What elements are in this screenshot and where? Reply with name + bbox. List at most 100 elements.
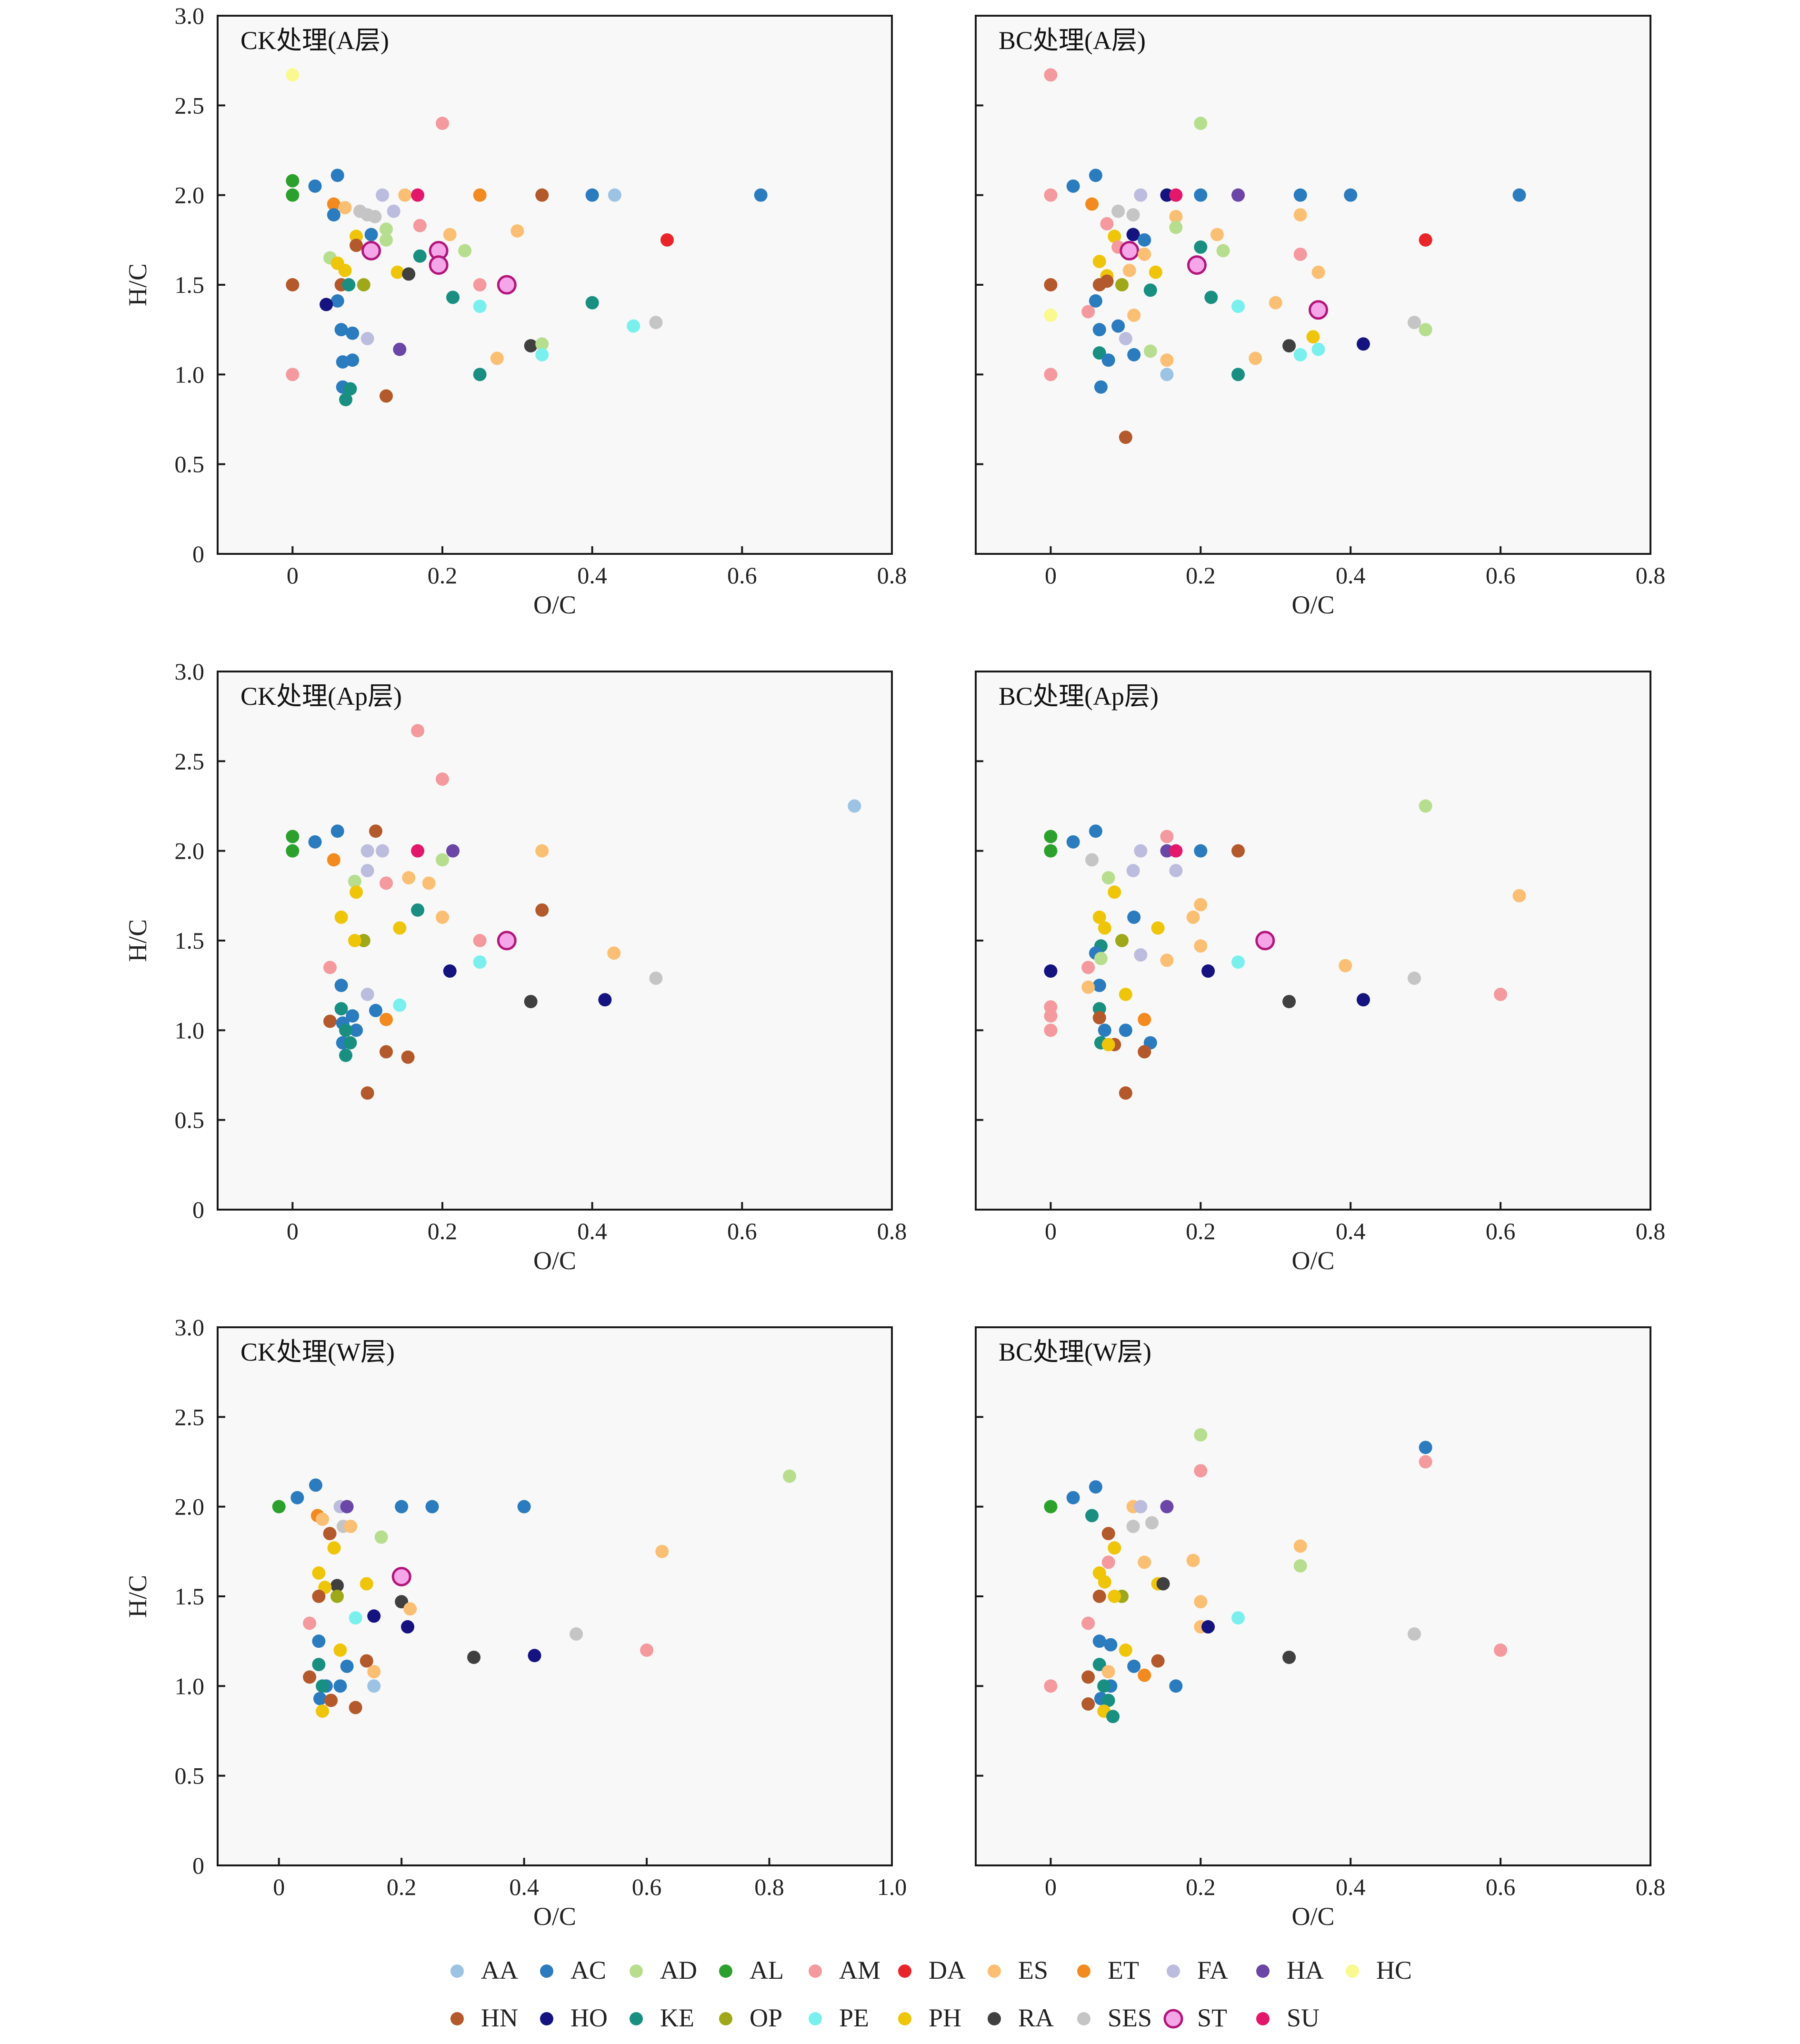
data-point-ac: [395, 1500, 409, 1513]
data-point-es: [1138, 247, 1151, 261]
data-point-ac: [1089, 169, 1102, 182]
x-tick-label: 0: [1045, 1874, 1057, 1900]
legend-marker-ho: [540, 2012, 553, 2025]
data-point-es: [1293, 208, 1307, 222]
data-point-ho: [598, 993, 612, 1007]
x-tick-label: 0.4: [577, 562, 607, 589]
legend-item-da: DA: [898, 1956, 966, 1984]
data-point-ph: [334, 911, 348, 924]
x-tick-label: 0.6: [727, 562, 757, 589]
legend-label: HA: [1287, 1956, 1324, 1984]
data-point-ad: [380, 233, 393, 247]
legend-label: HO: [570, 2004, 608, 2032]
y-tick-label: 0: [192, 1852, 204, 1879]
legend-marker-su: [1256, 2012, 1270, 2025]
data-point-ac: [1098, 1023, 1111, 1037]
data-point-am: [1081, 1616, 1095, 1630]
data-point-ke: [342, 278, 356, 291]
y-tick-label: 0: [192, 541, 204, 567]
plot-area: [217, 671, 893, 1211]
legend-marker-ac: [540, 1964, 553, 1978]
data-point-am: [1100, 217, 1114, 230]
legend-marker-fa: [1167, 1964, 1180, 1978]
legend-item-fa: FA: [1167, 1956, 1228, 1984]
data-point-ph: [316, 1704, 330, 1718]
data-point-am: [286, 368, 300, 381]
data-point-ke: [585, 296, 599, 310]
data-point-hn: [1151, 1654, 1165, 1668]
legend-label: HN: [481, 2004, 518, 2032]
data-point-aa: [367, 1679, 381, 1693]
data-point-ac: [1194, 188, 1208, 202]
data-point-ke: [473, 368, 487, 381]
data-point-ad: [1143, 344, 1157, 358]
x-tick-label: 0.8: [1636, 562, 1666, 589]
data-point-es: [655, 1544, 669, 1558]
x-tick-label: 0: [1045, 1218, 1057, 1244]
data-point-hn: [303, 1670, 317, 1684]
x-tick-label: 0.8: [1636, 1874, 1666, 1900]
legend-item-ra: RA: [988, 2004, 1054, 2032]
data-point-su: [1169, 188, 1183, 202]
data-point-es: [1169, 210, 1183, 223]
data-point-ad: [380, 222, 393, 236]
data-point-ad: [436, 853, 449, 867]
legend-label: OP: [750, 2004, 782, 2032]
data-point-fa: [360, 844, 374, 858]
data-point-es: [398, 188, 412, 202]
data-point-ac: [330, 824, 344, 838]
data-point-hn: [1100, 274, 1114, 288]
y-tick-label: 1.5: [175, 1583, 205, 1610]
data-point-ho: [443, 964, 457, 978]
data-point-ph: [1098, 1575, 1111, 1589]
data-point-ac: [1066, 179, 1080, 193]
data-point-ac: [334, 979, 348, 992]
data-point-ra: [1282, 1651, 1296, 1664]
data-point-ho: [401, 1620, 415, 1634]
data-point-hn: [349, 1701, 362, 1714]
legend-item-hc: HC: [1346, 1956, 1412, 1984]
data-point-hn: [1101, 1527, 1115, 1541]
chart-panel-2: 0 0.2 0.4 0.6 0.8 O/C BC处理(A层): [975, 15, 1666, 619]
legend-item-am: AM: [809, 1956, 880, 1984]
data-point-ph: [350, 885, 363, 899]
data-point-am: [411, 724, 425, 738]
data-point-ac: [1194, 844, 1208, 858]
data-point-ses: [368, 210, 382, 223]
data-point-ad: [1419, 799, 1432, 813]
data-point-aa: [608, 188, 621, 202]
x-tick-label: 1.0: [877, 1874, 907, 1900]
legend-item-su: SU: [1256, 2004, 1320, 2032]
data-point-hn: [1092, 1590, 1106, 1603]
data-point-ke: [1085, 1509, 1099, 1523]
legend-item-aa: AA: [450, 1956, 518, 1984]
data-point-fa: [1134, 844, 1148, 858]
x-axis-title: O/C: [1291, 591, 1334, 619]
data-point-al: [1044, 830, 1058, 843]
x-tick-label: 0.6: [632, 1874, 662, 1900]
data-point-es: [490, 351, 504, 365]
data-point-aa: [1160, 368, 1174, 381]
data-point-ph: [393, 921, 407, 935]
data-point-es: [607, 946, 621, 960]
data-point-st: [391, 1567, 411, 1587]
data-point-pe: [627, 319, 640, 333]
data-point-ac: [1066, 1491, 1080, 1504]
data-point-es: [1210, 228, 1224, 241]
data-point-ke: [312, 1658, 326, 1672]
data-point-fa: [387, 204, 400, 218]
data-point-ad: [1194, 117, 1208, 130]
y-tick-label: 2.5: [175, 92, 205, 119]
legend-label: AD: [660, 1956, 697, 1984]
legend-marker-hn: [450, 2012, 464, 2025]
x-tick-label: 0.4: [509, 1874, 539, 1900]
y-tick-label: 3.0: [175, 1314, 205, 1341]
data-point-ha: [393, 342, 407, 356]
data-point-ph: [390, 265, 404, 279]
legend-marker-am: [809, 1964, 822, 1978]
data-point-al: [272, 1500, 286, 1513]
x-tick-label: 0.2: [1186, 1218, 1216, 1244]
x-axis-title: O/C: [1291, 1246, 1334, 1275]
data-point-ac: [309, 1478, 322, 1492]
data-point-hn: [323, 1527, 337, 1541]
